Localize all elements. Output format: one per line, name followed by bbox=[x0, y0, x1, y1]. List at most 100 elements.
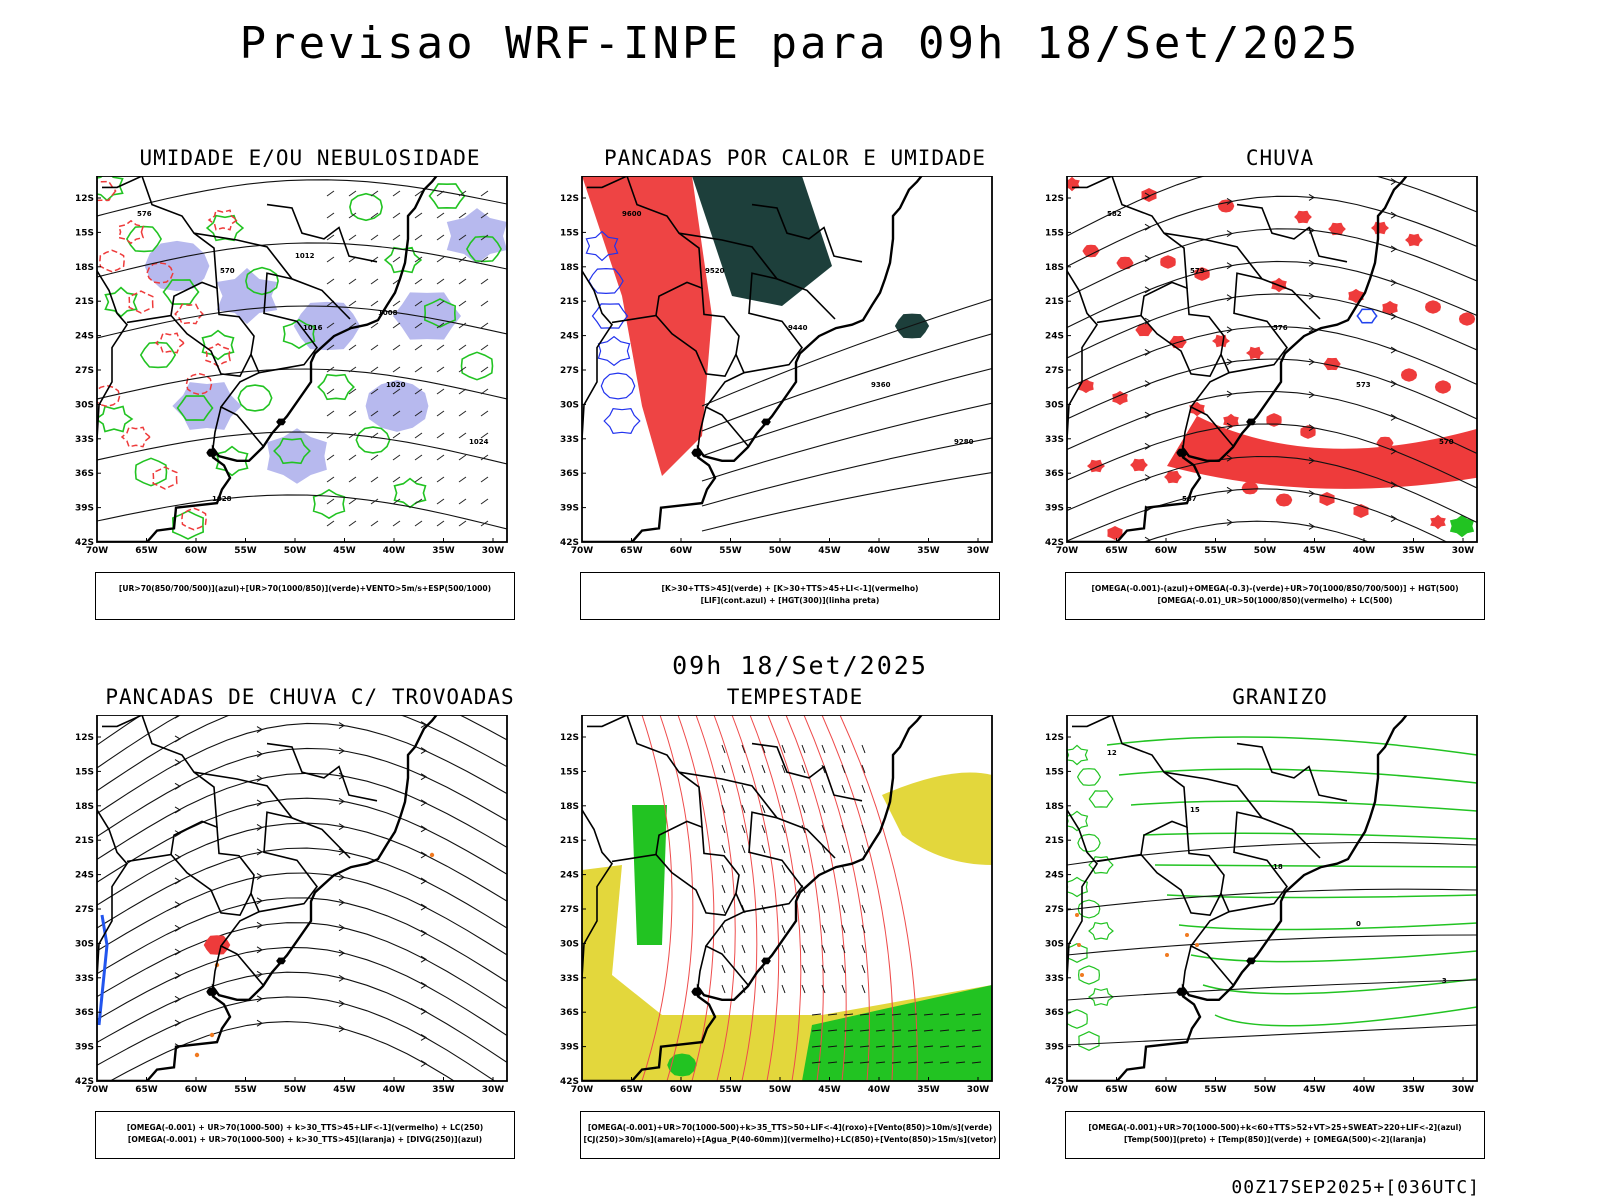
wind-vector bbox=[875, 1029, 886, 1032]
flow-arrow bbox=[1390, 312, 1397, 320]
flow-arrow bbox=[256, 799, 263, 807]
wind-vector bbox=[414, 432, 423, 439]
hgt500-contour bbox=[1067, 455, 1477, 523]
panel-title: GRANIZO bbox=[1232, 685, 1328, 709]
temp500-contour bbox=[1067, 1024, 1477, 1046]
lon-label: 40W bbox=[868, 1085, 891, 1095]
wind-vector bbox=[859, 1061, 870, 1064]
wind-vector bbox=[348, 388, 357, 395]
lat-label: 27S bbox=[1045, 366, 1064, 376]
flow-arrow bbox=[1390, 279, 1397, 287]
map-granizo: 12 15 18 0 -3 12S 15S 18S 21S 24S 27S 30S 33S 36S 39S 4… bbox=[1045, 715, 1478, 1095]
omega500-orange-dot bbox=[1165, 953, 1169, 957]
flow-arrow bbox=[174, 877, 181, 885]
wind-vector bbox=[392, 322, 401, 329]
wind-vector bbox=[811, 1061, 822, 1064]
wind-vector bbox=[861, 924, 866, 934]
lat-label: 18S bbox=[560, 263, 579, 273]
wind-vector bbox=[458, 212, 467, 219]
lat-label: 42S bbox=[1045, 538, 1064, 548]
wind-vector bbox=[801, 764, 806, 774]
lat-label: 42S bbox=[75, 1077, 94, 1087]
map-chuva: 582 579 576 573 570 567 12S 15S 18S 21S 24S 27S 30S 3… bbox=[1045, 176, 1478, 556]
rain-red-area bbox=[1082, 244, 1100, 258]
wind-vector bbox=[741, 824, 746, 834]
flow-arrow bbox=[1144, 536, 1151, 542]
wind-vector bbox=[971, 1013, 982, 1016]
flow-arrow bbox=[1308, 358, 1315, 366]
country-border bbox=[193, 771, 351, 859]
wind-vector bbox=[458, 322, 467, 329]
humidity-green-contour bbox=[465, 235, 503, 263]
wind-vector bbox=[821, 984, 826, 994]
lat-label: 42S bbox=[560, 538, 579, 548]
humidity-green-contour bbox=[245, 266, 279, 296]
lat-label: 27S bbox=[75, 905, 94, 915]
country-border bbox=[1072, 715, 1188, 863]
lat-label: 30S bbox=[75, 939, 94, 949]
thickness-red-contour bbox=[207, 209, 239, 231]
thickness-red-contour bbox=[117, 219, 145, 245]
lon-label: 35W bbox=[1402, 1085, 1425, 1095]
flow-arrow bbox=[1144, 192, 1151, 200]
wind-vector bbox=[907, 1061, 918, 1064]
wind-vector bbox=[348, 278, 357, 285]
humidity-green-contour bbox=[383, 246, 423, 274]
flow-arrow bbox=[338, 772, 345, 780]
country-border bbox=[582, 270, 614, 445]
lon-label: 40W bbox=[1353, 546, 1376, 556]
wind-vector bbox=[392, 476, 401, 483]
omega-blue-contour bbox=[1356, 308, 1378, 324]
lat-label: 36S bbox=[1045, 469, 1064, 479]
map-frame bbox=[581, 176, 993, 543]
flow-arrow bbox=[256, 872, 263, 880]
streamline-250 bbox=[97, 822, 507, 906]
flow-arrow bbox=[1144, 255, 1151, 262]
temp500-contour bbox=[1067, 979, 1477, 1001]
lon-label: 60W bbox=[1155, 1085, 1178, 1095]
flow-arrow bbox=[1390, 178, 1397, 185]
wind850-green-area bbox=[802, 985, 992, 1081]
thickness-red-contour bbox=[181, 507, 207, 531]
flow-arrow bbox=[1226, 358, 1233, 366]
wind-vector bbox=[326, 256, 335, 263]
lon-label: 35W bbox=[432, 1085, 455, 1095]
lat-label: 30S bbox=[75, 400, 94, 410]
humidity-green-contour bbox=[349, 192, 383, 222]
country-border bbox=[697, 406, 707, 449]
wind-vector bbox=[781, 904, 786, 914]
wind-vector bbox=[821, 944, 826, 954]
wind-vector bbox=[480, 410, 489, 417]
flow-arrow bbox=[1308, 424, 1315, 432]
wind-vector bbox=[801, 964, 806, 974]
lat-label: 12S bbox=[75, 733, 94, 743]
hgt500-contour bbox=[1067, 325, 1477, 390]
wind-vector bbox=[801, 944, 806, 954]
wind-vector bbox=[801, 904, 806, 914]
flow-arrow bbox=[420, 721, 427, 728]
humidity-green-contour bbox=[139, 341, 177, 369]
lat-label: 21S bbox=[560, 836, 579, 846]
lat-label: 36S bbox=[1045, 1008, 1064, 1018]
wind-vector bbox=[480, 432, 489, 439]
country-border bbox=[1072, 176, 1188, 324]
lake-icon bbox=[206, 448, 218, 457]
temp850-green-contour bbox=[1067, 1009, 1088, 1029]
wind-vector bbox=[801, 744, 806, 754]
temp850-green-contour bbox=[1190, 950, 1477, 963]
lon-label: 50W bbox=[284, 546, 307, 556]
omega500-orange-dot bbox=[1080, 973, 1084, 977]
legend-line: [OMEGA(-0.01)_UR>50(1000/850)(vermelho) … bbox=[1157, 596, 1393, 605]
lon-label: 45W bbox=[1303, 1085, 1326, 1095]
wind-vector bbox=[891, 1045, 902, 1048]
flow-arrow bbox=[256, 970, 263, 978]
streamline-250 bbox=[97, 715, 507, 769]
panel-trovoadas: PANCADAS DE CHUVA C/ TROVOADAS 12S 15S 18S… bbox=[75, 685, 545, 1175]
wind-vector bbox=[721, 804, 726, 814]
wind-vector bbox=[414, 410, 423, 417]
wind-vector bbox=[436, 388, 445, 395]
isobar bbox=[97, 242, 507, 278]
lc850-red-streamline bbox=[641, 715, 673, 1081]
lat-label: 30S bbox=[1045, 400, 1064, 410]
wind-vector bbox=[348, 410, 357, 417]
